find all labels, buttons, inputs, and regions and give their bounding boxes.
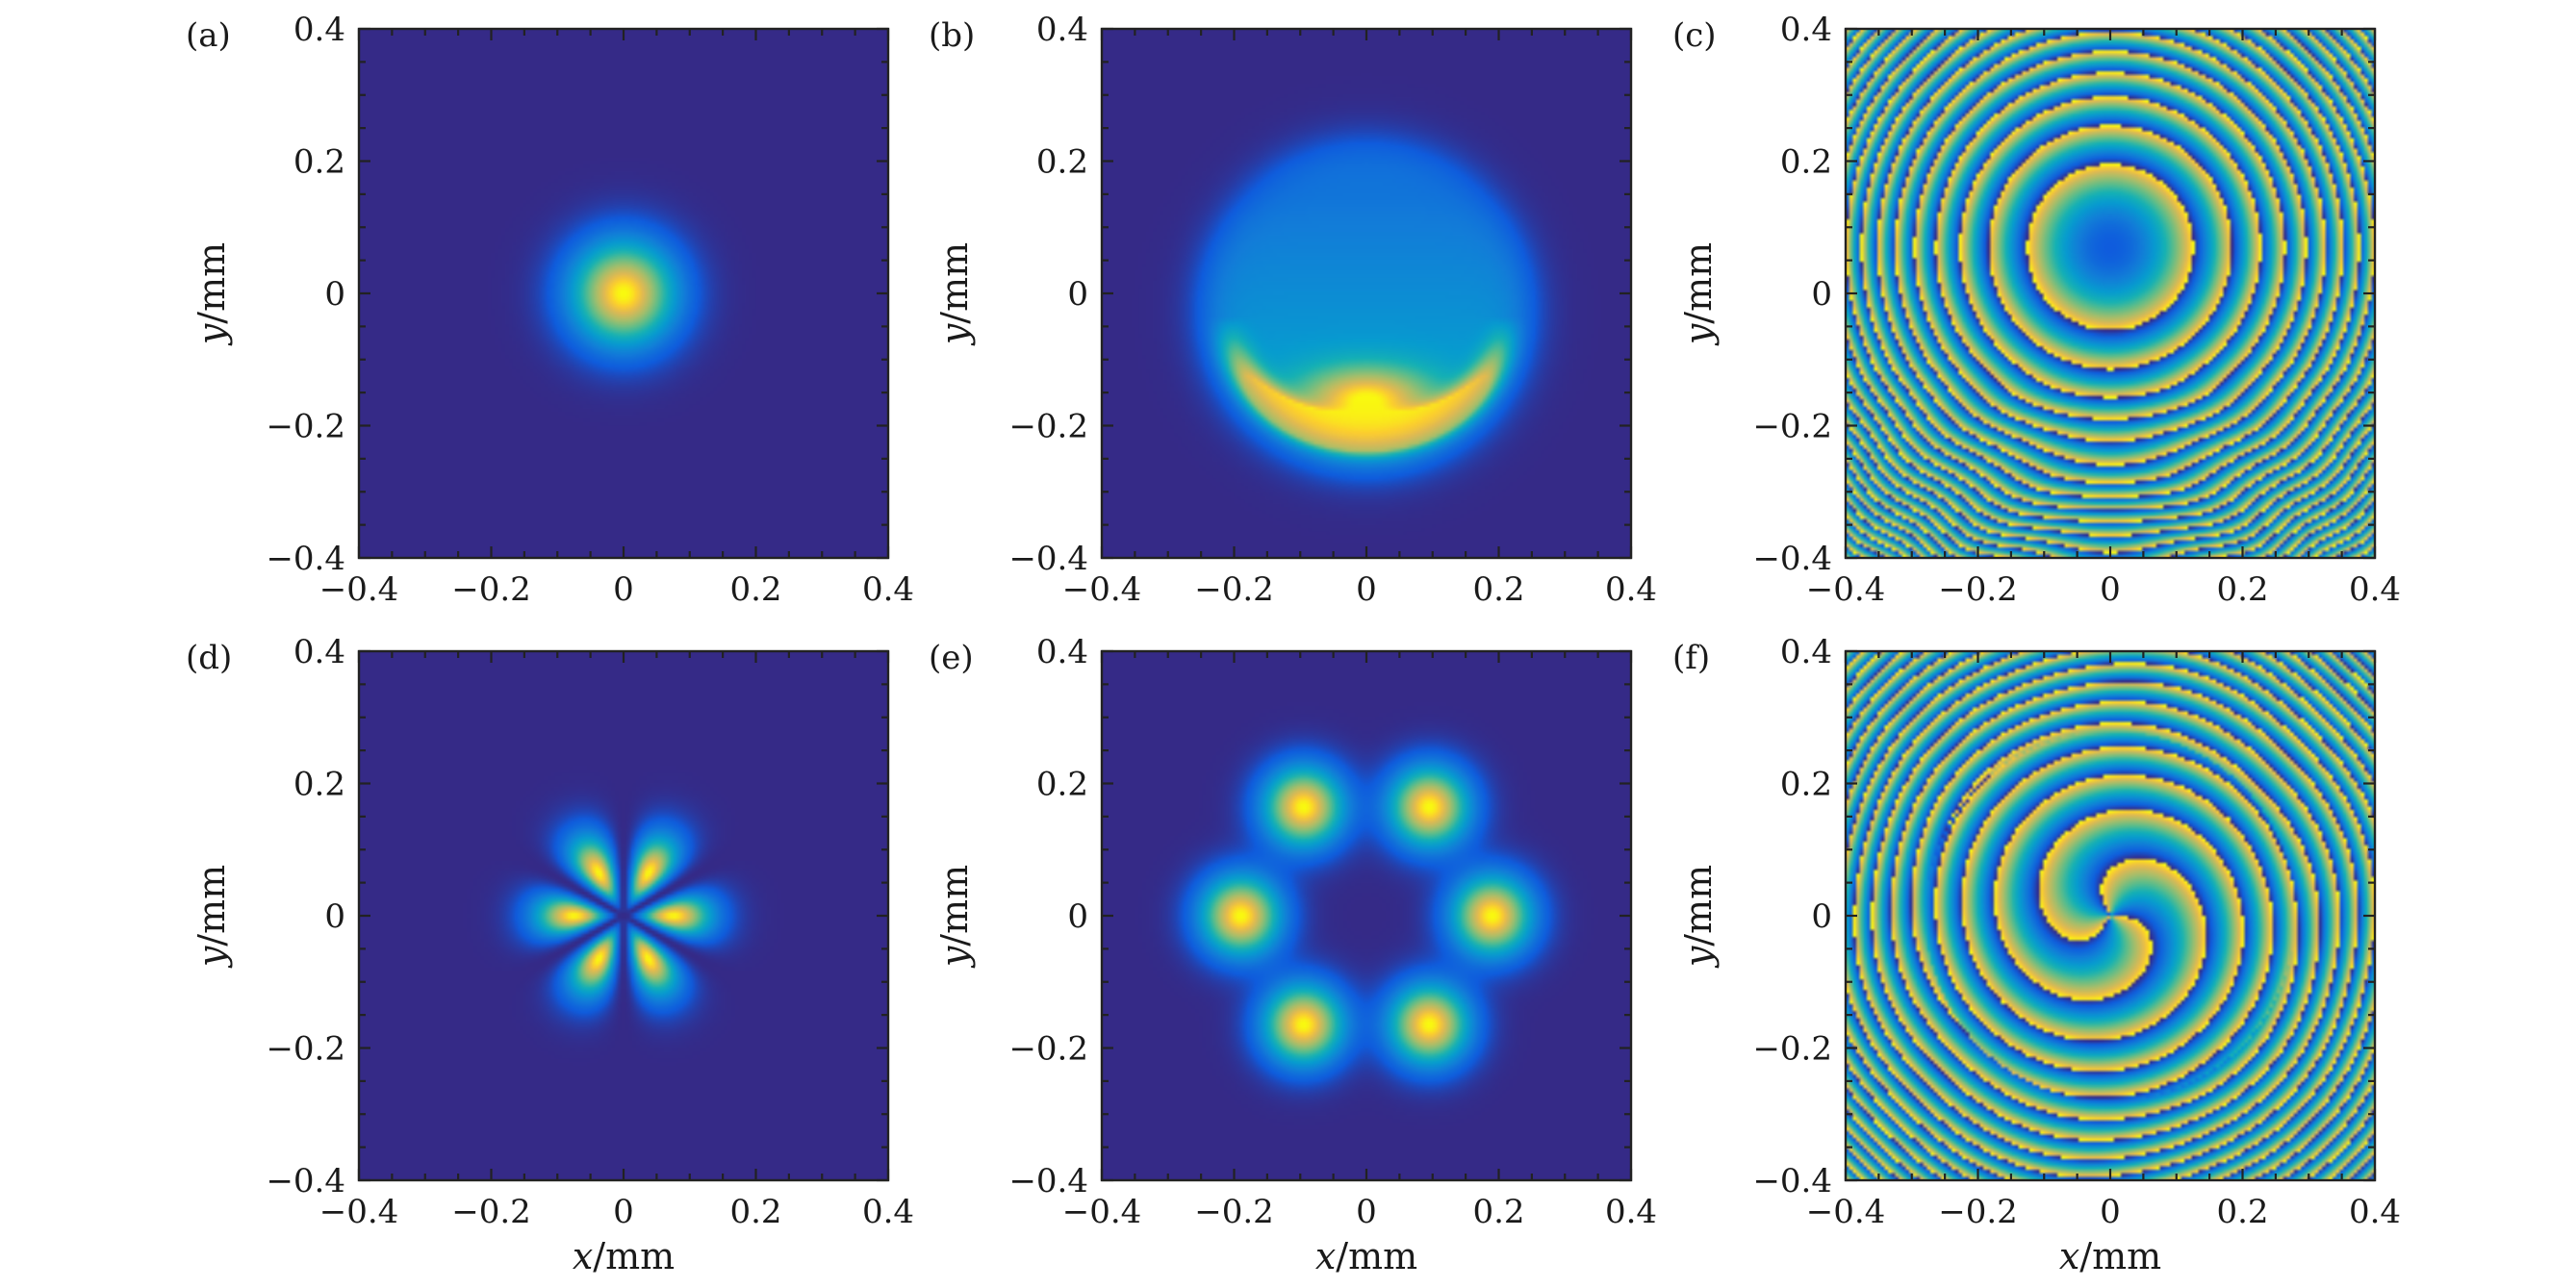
x-tick-label: 0.2 — [2216, 570, 2268, 609]
y-tick-label: 0.2 — [293, 766, 345, 804]
x-tick-label: −0.2 — [1194, 1193, 1274, 1231]
x-tick-label: 0.4 — [862, 1193, 914, 1231]
y-tick-label: 0.4 — [1780, 633, 1832, 671]
y-tick-label: 0.4 — [293, 11, 345, 49]
x-tick-label: 0 — [2100, 1193, 2121, 1231]
y-axis-title: y/mm — [933, 242, 976, 346]
y-axis-title: y/mm — [1677, 242, 1720, 346]
y-tick-label: −0.4 — [266, 540, 345, 578]
y-tick-label: −0.2 — [1752, 408, 1832, 446]
y-tick-label: 0.4 — [1036, 11, 1088, 49]
panel-label: (e) — [929, 639, 974, 677]
x-tick-label: 0.4 — [2349, 1193, 2401, 1231]
y-tick-label: 0.2 — [1036, 766, 1088, 804]
y-tick-label: −0.2 — [266, 1030, 345, 1069]
y-tick-label: 0 — [1811, 275, 1832, 314]
y-tick-label: 0 — [324, 897, 345, 936]
x-tick-label: 0 — [613, 570, 634, 609]
y-tick-label: 0.2 — [1780, 143, 1832, 182]
y-tick-label: −0.2 — [1008, 1030, 1088, 1069]
x-tick-label: 0.2 — [729, 570, 781, 609]
x-tick-label: −0.2 — [1194, 570, 1274, 609]
y-axis-title: y/mm — [191, 865, 233, 969]
y-tick-label: 0.4 — [1780, 11, 1832, 49]
y-tick-label: −0.2 — [1752, 1030, 1832, 1069]
x-tick-label: 0.2 — [729, 1193, 781, 1231]
y-tick-label: −0.2 — [1008, 408, 1088, 446]
panel-label: (b) — [929, 16, 975, 55]
x-tick-label: 0.2 — [1472, 570, 1524, 609]
panel-e: −0.4 −0.2 0 0.2 0.4 0.4 0.2 0 −0.2 −0.4 (e) y/mm x/m… — [929, 633, 1657, 1277]
y-tick-label: 0.4 — [293, 633, 345, 671]
y-tick-label: −0.4 — [1008, 540, 1088, 578]
x-tick-label: 0 — [1356, 1193, 1377, 1231]
y-tick-label: 0.2 — [1036, 143, 1088, 182]
x-tick-label: 0 — [1356, 570, 1377, 609]
panel-label: (d) — [186, 639, 232, 677]
y-tick-label: 0.4 — [1036, 633, 1088, 671]
heatmap-image — [1846, 29, 2375, 558]
heatmap-image — [1846, 651, 2375, 1180]
heatmap-image — [359, 29, 888, 558]
x-tick-label: 0.2 — [2216, 1193, 2268, 1231]
panel-c: −0.4 −0.2 0 0.2 0.4 0.4 0.2 0 −0.2 −0.4 (c) y/mm — [1672, 11, 2401, 609]
y-tick-label: 0.2 — [1780, 766, 1832, 804]
panel-b: −0.4 −0.2 0 0.2 0.4 0.4 0.2 0 −0.2 −0.4 (b) y/mm — [929, 11, 1657, 609]
x-tick-label: −0.2 — [1938, 570, 2018, 609]
x-tick-label: 0.2 — [1472, 1193, 1524, 1231]
y-tick-label: 0.2 — [293, 143, 345, 182]
y-tick-label: −0.2 — [266, 408, 345, 446]
x-axis-title: x/mm — [573, 1235, 675, 1277]
x-tick-label: 0.4 — [862, 570, 914, 609]
y-axis-title: y/mm — [933, 865, 976, 969]
y-tick-label: −0.4 — [266, 1162, 345, 1200]
x-tick-label: 0 — [2100, 570, 2121, 609]
x-tick-label: 0.4 — [2349, 570, 2401, 609]
y-tick-label: −0.4 — [1752, 1162, 1832, 1200]
y-axis-title: y/mm — [191, 242, 233, 346]
panel-d: −0.4 −0.2 0 0.2 0.4 0.4 0.2 0 −0.2 −0.4 (d) y/mm x/m… — [186, 633, 914, 1277]
x-tick-label: −0.2 — [1938, 1193, 2018, 1231]
y-tick-label: −0.4 — [1008, 1162, 1088, 1200]
heatmap-image — [1102, 651, 1631, 1180]
y-tick-label: 0 — [324, 275, 345, 314]
x-axis-title: x/mm — [1315, 1235, 1417, 1277]
x-tick-label: 0.4 — [1605, 1193, 1657, 1231]
x-tick-label: −0.4 — [1062, 1193, 1142, 1231]
panel-label: (a) — [186, 16, 231, 55]
x-tick-label: −0.4 — [319, 570, 399, 609]
x-tick-label: −0.4 — [1806, 1193, 1886, 1231]
x-tick-label: −0.2 — [451, 570, 531, 609]
y-tick-label: −0.4 — [1752, 540, 1832, 578]
heatmap-image — [359, 651, 888, 1180]
panel-a: −0.4 −0.2 0 0.2 0.4 0.4 0.2 0 −0.2 −0.4 (a) y/mm — [186, 11, 914, 609]
panel-label: (f) — [1672, 639, 1710, 677]
y-axis-title: y/mm — [1677, 865, 1720, 969]
x-tick-label: −0.4 — [319, 1193, 399, 1231]
heatmap-image — [1102, 29, 1631, 558]
x-axis-title: x/mm — [2059, 1235, 2161, 1277]
x-tick-label: −0.4 — [1806, 570, 1886, 609]
y-tick-label: 0 — [1067, 275, 1088, 314]
panel-label: (c) — [1672, 16, 1717, 55]
panel-f: −0.4 −0.2 0 0.2 0.4 0.4 0.2 0 −0.2 −0.4 (f) y/mm x/m… — [1672, 633, 2401, 1277]
y-tick-label: 0 — [1067, 897, 1088, 936]
x-tick-label: −0.4 — [1062, 570, 1142, 609]
x-tick-label: 0 — [613, 1193, 634, 1231]
x-tick-label: −0.2 — [451, 1193, 531, 1231]
x-tick-label: 0.4 — [1605, 570, 1657, 609]
y-tick-label: 0 — [1811, 897, 1832, 936]
